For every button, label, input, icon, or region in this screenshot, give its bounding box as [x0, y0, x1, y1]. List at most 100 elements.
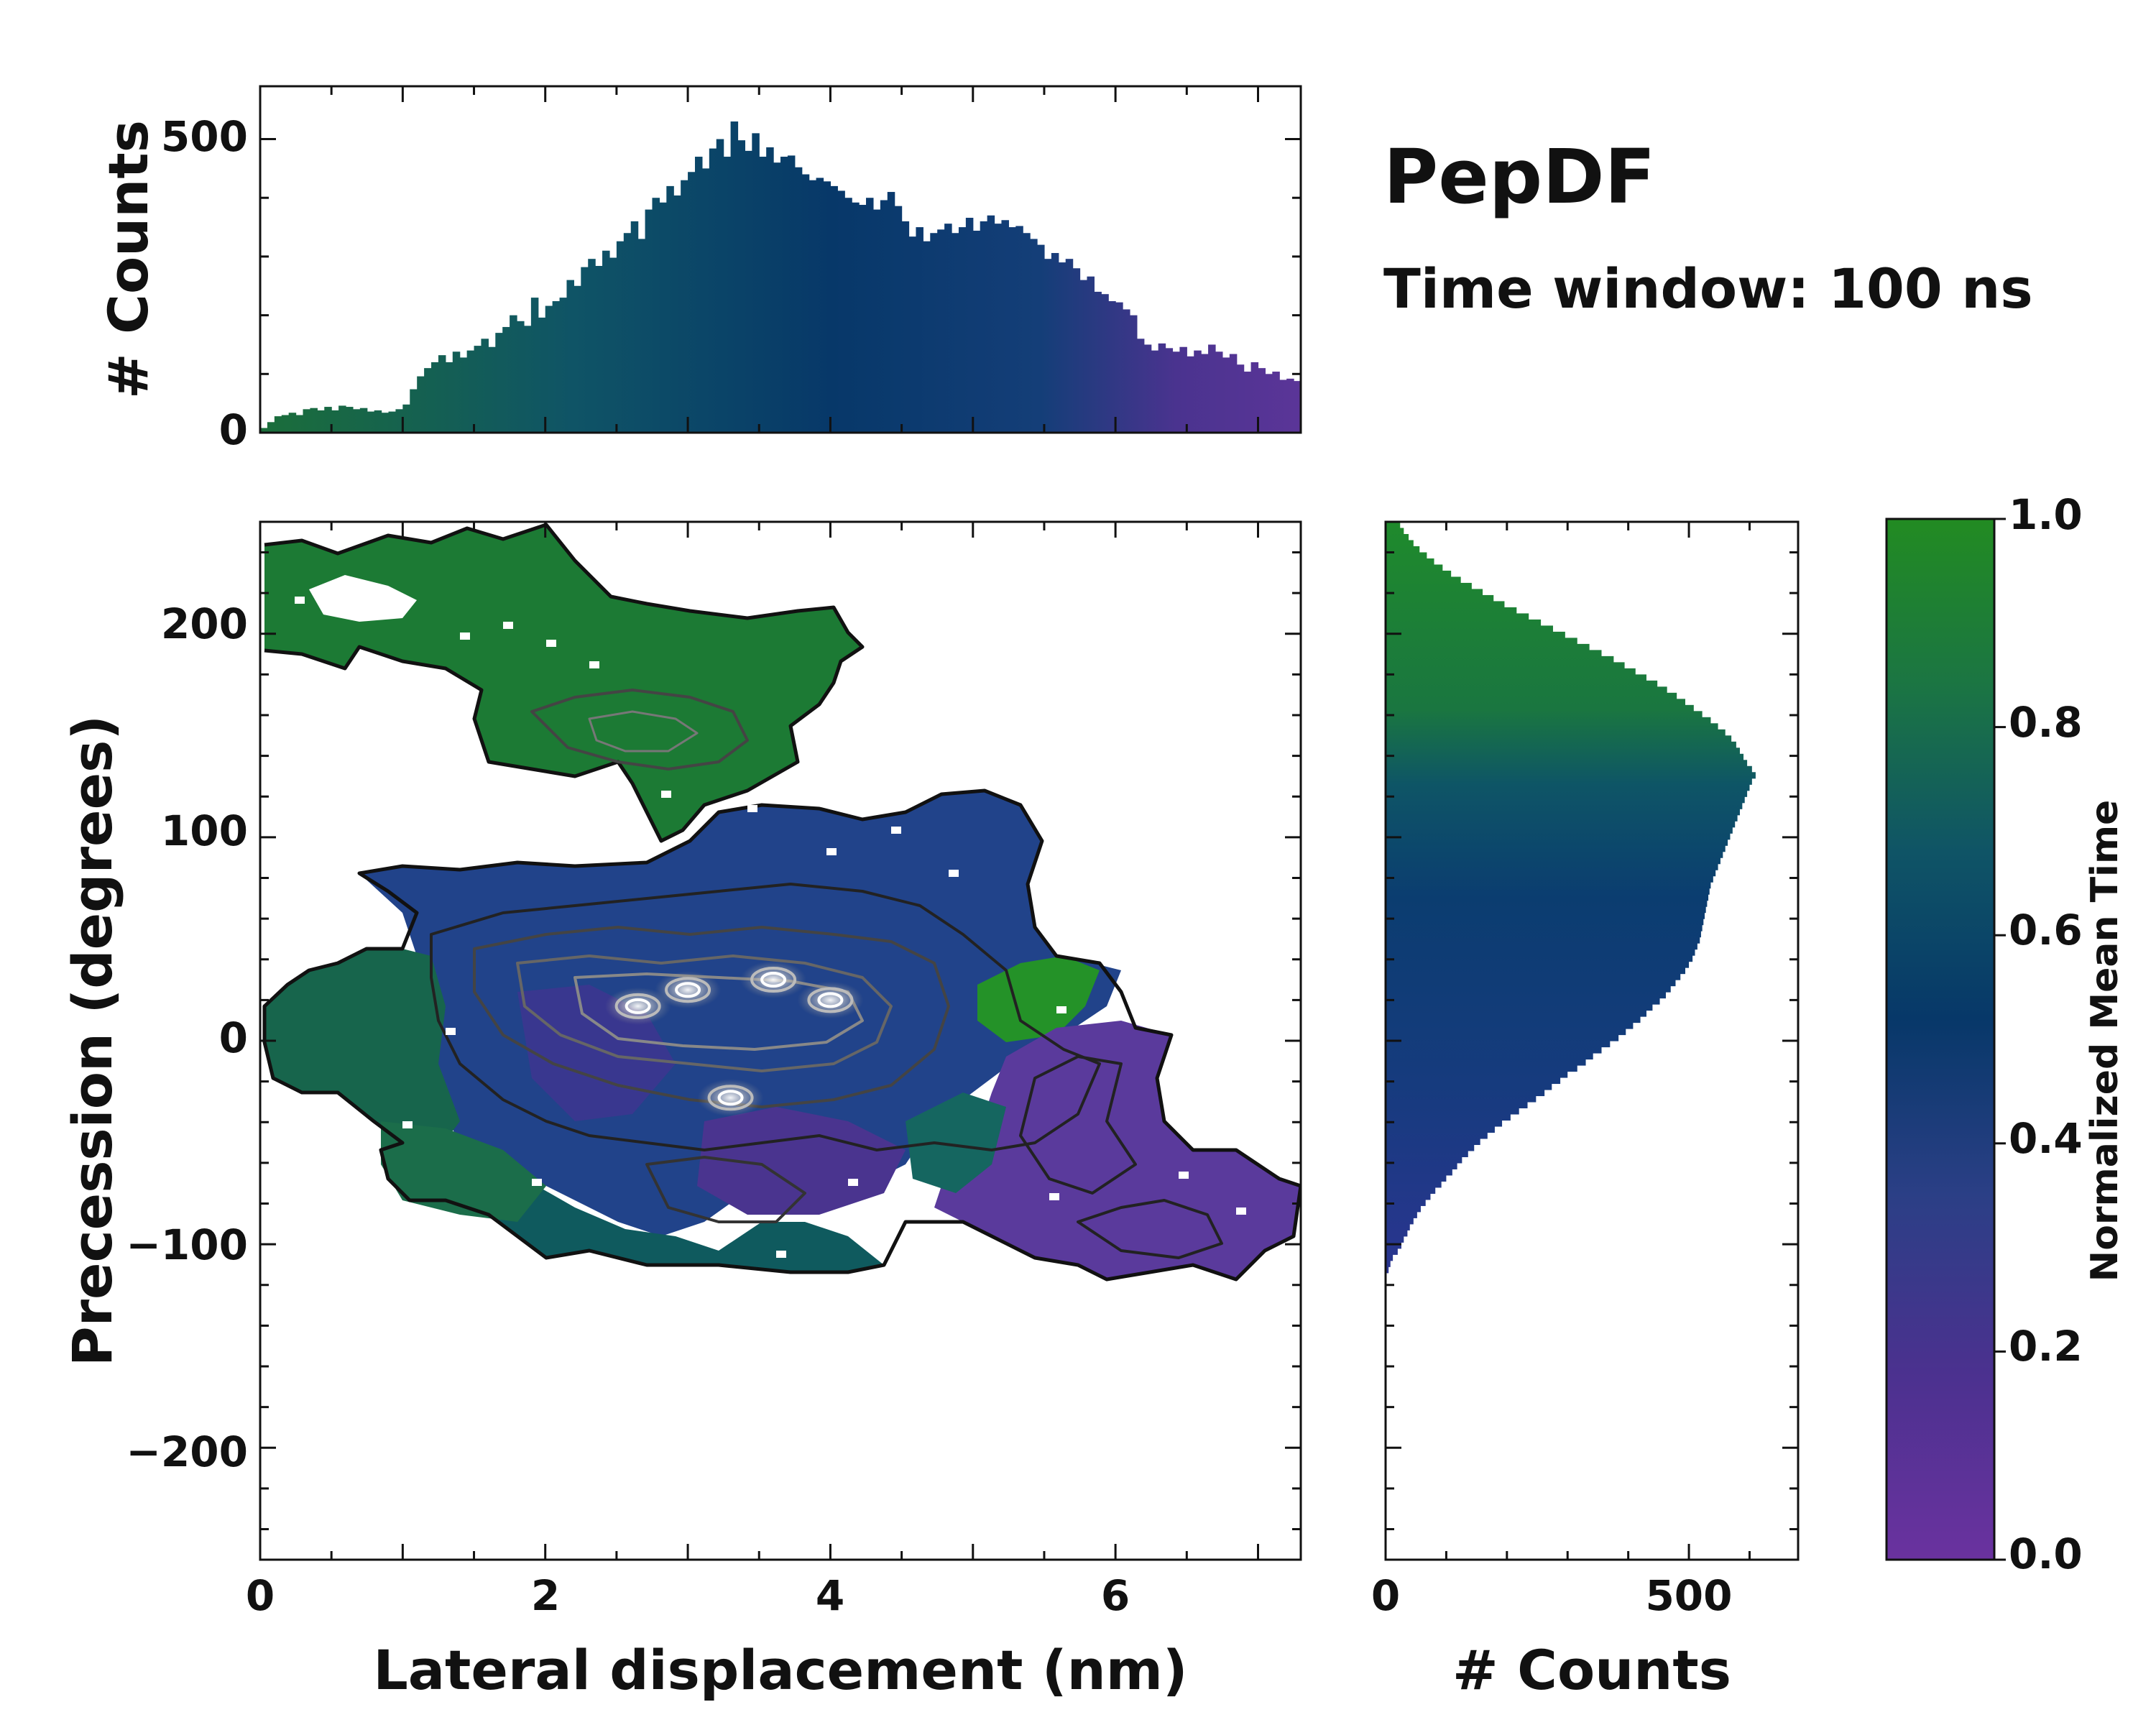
right-histogram-bar	[1386, 1016, 1641, 1024]
right-histogram-bar	[1386, 1230, 1408, 1237]
right-histogram-bar	[1386, 985, 1671, 993]
top-histogram-bar	[1365, 410, 1373, 433]
top-histogram-bar	[1023, 233, 1031, 433]
right-histogram-bar	[1386, 326, 1419, 333]
top-histogram-bar	[1272, 372, 1280, 433]
right-histogram-bar	[1386, 375, 1452, 382]
top-histogram-bar	[923, 241, 931, 433]
right-histogram-bar	[1386, 845, 1726, 852]
right-histogram-bar	[1386, 1089, 1545, 1097]
top-histogram-bar	[609, 257, 617, 433]
right-histogram-bar	[1386, 369, 1444, 376]
empty-bin	[1236, 1208, 1246, 1215]
top-histogram-bar	[1479, 429, 1487, 433]
density-peak-contour	[614, 993, 661, 1019]
top-histogram-bar	[652, 198, 660, 433]
right-histogram-bar	[1386, 1150, 1468, 1157]
right-histogram-bar	[1386, 717, 1711, 724]
right-histogram-bar	[1386, 1236, 1404, 1243]
right-histogram-bar	[1386, 857, 1720, 865]
right-xtick-label-0: 0	[1371, 1571, 1400, 1620]
right-histogram-bar	[1386, 735, 1732, 742]
right-histogram: 0 500 # Counts	[1371, 223, 1800, 1702]
top-histogram-bar	[1429, 425, 1437, 433]
right-histogram-bar	[1386, 229, 1403, 235]
right-histogram-bar	[1386, 594, 1494, 602]
top-histogram-bar	[1315, 397, 1323, 433]
colorbar-tick-label-0.8: 0.8	[2009, 698, 2083, 747]
top-histogram-bar	[359, 408, 368, 433]
top-histogram-bar	[1386, 415, 1394, 433]
right-histogram-bar	[1386, 485, 1400, 492]
top-histogram-bar	[830, 185, 838, 433]
top-histogram-bar	[1172, 351, 1180, 433]
contour-lines	[262, 523, 1301, 1282]
empty-bin	[446, 1028, 456, 1035]
density-peak-contour	[707, 1085, 754, 1111]
right-histogram-bar	[1386, 631, 1565, 638]
top-histogram-bar	[402, 404, 410, 433]
right-histogram-bar	[1386, 552, 1427, 559]
right-histogram-bar	[1386, 1034, 1619, 1041]
top-histogram-bar	[1308, 386, 1316, 433]
right-histogram-bar	[1386, 241, 1407, 247]
top-histogram-bar	[737, 140, 746, 433]
top-histogram-bar	[1265, 374, 1273, 433]
right-histogram-bar	[1386, 351, 1429, 357]
density-peak-contour	[750, 967, 797, 993]
top-histogram-bar	[901, 221, 910, 433]
empty-bin	[949, 870, 959, 877]
top-histogram-frame	[259, 85, 1302, 434]
contour-outer-upper	[264, 523, 865, 843]
contour-upper-green-inner-2	[588, 710, 699, 753]
top-histogram-bar	[852, 202, 860, 433]
joint-ytick-label-neg100: −100	[126, 1220, 248, 1269]
top-histogram-bar	[1165, 348, 1174, 433]
right-histogram-bar	[1386, 809, 1740, 816]
top-histogram-bar	[1408, 418, 1416, 433]
density-peak-glow	[604, 987, 671, 1025]
joint-ytick-label-200: 200	[161, 599, 248, 648]
top-histogram-bar	[1350, 408, 1358, 433]
right-histogram-bar	[1386, 363, 1437, 369]
top-histogram-bar	[1393, 418, 1401, 433]
right-histogram-bar	[1386, 1199, 1426, 1206]
top-histogram-bar	[445, 362, 453, 433]
top-histogram-bar	[773, 162, 781, 433]
right-histogram-bar	[1386, 1254, 1393, 1261]
top-histogram-bar	[1493, 428, 1501, 433]
top-histogram-bar	[1486, 429, 1494, 433]
right-histogram-bar	[1386, 839, 1728, 846]
joint-ticks	[259, 522, 1301, 1560]
joint-xtick-label-0: 0	[246, 1571, 275, 1620]
right-histogram-bar	[1386, 247, 1410, 254]
right-histogram-bar	[1386, 998, 1660, 1005]
density-peak-core	[817, 992, 844, 1008]
right-histogram-bar	[1386, 723, 1718, 730]
right-histogram-bar	[1386, 980, 1676, 987]
right-histogram-bar	[1386, 223, 1400, 229]
right-histogram-bar	[1386, 753, 1744, 760]
right-histogram-bar	[1386, 875, 1713, 883]
right-histogram-bar	[1386, 1218, 1414, 1225]
top-histogram-bar	[701, 168, 710, 433]
top-histogram-bar	[352, 409, 361, 433]
top-histogram-bar	[1301, 390, 1309, 433]
heatmap-region-lower-right-purple	[934, 1021, 1301, 1279]
empty-bin	[503, 622, 513, 629]
top-histogram-bar	[1008, 227, 1016, 433]
right-histogram-bar	[1386, 802, 1743, 809]
right-histogram-bar	[1386, 601, 1505, 608]
top-histogram-bar	[1123, 309, 1130, 433]
joint-xtick-label-2: 2	[531, 1571, 560, 1620]
top-histogram-bar	[1330, 399, 1337, 433]
top-histogram-bar	[994, 224, 1003, 433]
right-histogram-bar	[1386, 674, 1646, 681]
right-histogram-bar	[1386, 510, 1394, 516]
empty-bin	[295, 597, 305, 604]
top-histogram-bar	[573, 285, 581, 433]
top-histogram-bar	[709, 148, 717, 433]
joint-ytick-label-0: 0	[219, 1013, 248, 1062]
top-histogram-bar	[459, 357, 468, 433]
right-histogram-bar	[1386, 436, 1442, 443]
